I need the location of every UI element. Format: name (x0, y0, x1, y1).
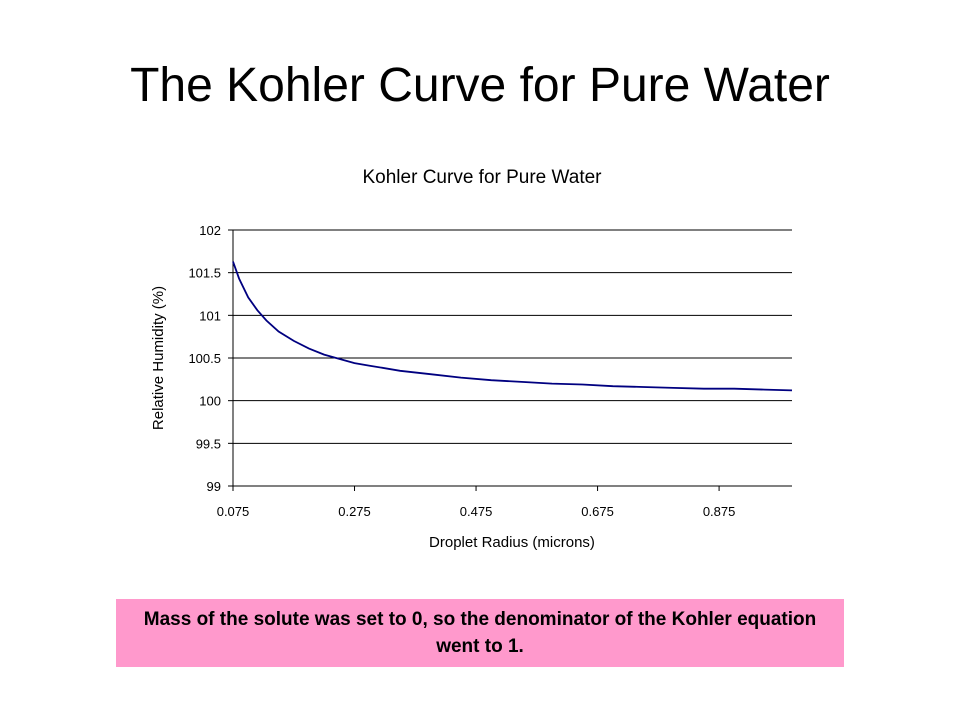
x-tick-label: 0.275 (338, 504, 371, 519)
chart-title: Kohler Curve for Pure Water (363, 167, 603, 188)
y-tick-label: 99.5 (196, 436, 221, 451)
note-box: Mass of the solute was set to 0, so the … (116, 599, 844, 667)
kohler-curve-series (232, 261, 793, 392)
slide-title: The Kohler Curve for Pure Water (130, 59, 830, 112)
x-tick-label: 0.875 (703, 504, 736, 519)
y-tick-label: 99 (207, 479, 221, 494)
y-tick-label: 101 (199, 308, 221, 323)
y-tick-label: 100.5 (188, 351, 221, 366)
y-tick-label: 102 (199, 223, 221, 238)
x-tick-label: 0.475 (460, 504, 493, 519)
y-tick-label: 100 (199, 394, 221, 409)
y-tick-label: 101.5 (188, 266, 221, 281)
x-tick-label: 0.075 (217, 504, 250, 519)
x-tick-label: 0.675 (581, 504, 614, 519)
y-axis-ticks: 99 99.5 100 100.5 101 101.5 102 (188, 223, 233, 494)
x-axis-ticks: 0.075 0.275 0.475 0.675 0.875 (217, 486, 736, 519)
gridlines (233, 229, 792, 444)
y-axis-label: Relative Humidity (%) (150, 286, 167, 430)
note-text: Mass of the solute was set to 0, so the … (143, 609, 817, 657)
x-axis-label: Droplet Radius (microns) (429, 534, 595, 551)
kohler-chart: Kohler Curve for Pure Water 99 99.5 100 100… (150, 167, 793, 551)
